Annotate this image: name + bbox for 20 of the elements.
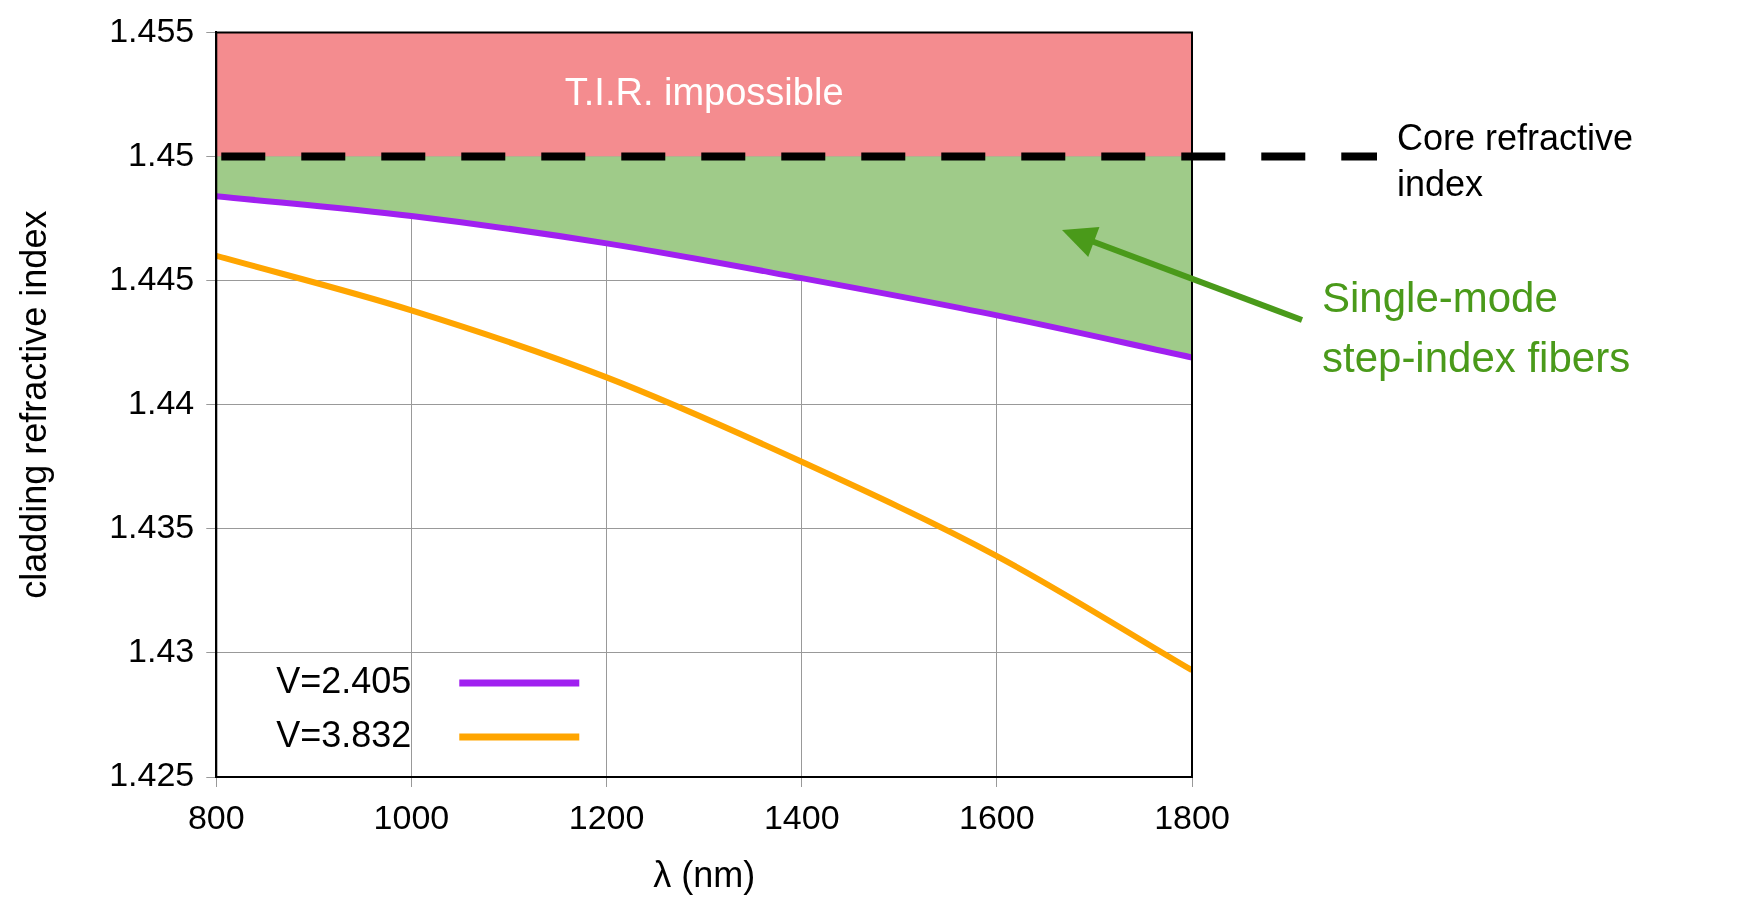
x-tick-label: 1600 xyxy=(959,797,1035,836)
legend-label: V=2.405 xyxy=(276,659,412,701)
y-tick-label: 1.435 xyxy=(109,507,195,546)
x-tick-label: 1800 xyxy=(1154,797,1230,836)
y-tick-label: 1.455 xyxy=(109,10,195,49)
x-tick-label: 1400 xyxy=(763,797,840,836)
y-tick-label: 1.45 xyxy=(128,134,195,173)
legend-label: V=3.832 xyxy=(276,713,412,755)
y-axis-title: cladding refractive index xyxy=(12,210,54,599)
y-tick-label: 1.44 xyxy=(128,383,195,422)
text: Single-mode step-index fibers xyxy=(1322,273,1631,381)
x-axis-title: λ (nm) xyxy=(653,854,756,896)
y-tick-label: 1.425 xyxy=(109,755,195,794)
y-tick-label: 1.43 xyxy=(128,631,195,670)
ref-line-label: Core refractive index xyxy=(1397,117,1634,205)
x-tick-label: 1000 xyxy=(373,797,450,836)
y-tick-label: 1.445 xyxy=(109,258,195,297)
band-label: T.I.R. impossible xyxy=(564,70,844,113)
x-tick-label: 1200 xyxy=(568,797,645,836)
x-tick-label: 800 xyxy=(187,797,245,836)
